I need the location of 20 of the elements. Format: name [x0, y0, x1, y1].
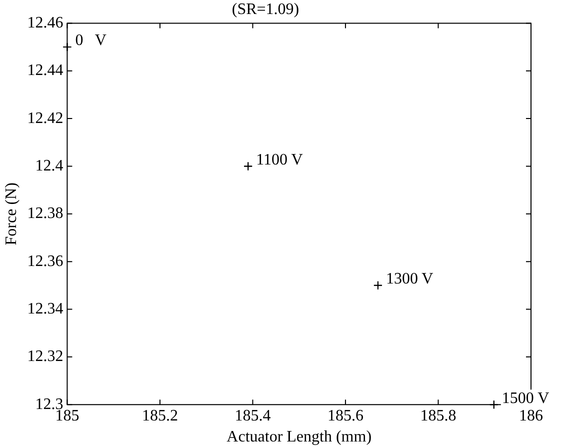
- y-tick-label: 12.32: [27, 348, 64, 366]
- x-tick-label: 185.2: [142, 407, 178, 424]
- x-tick-label: 185.6: [327, 407, 364, 424]
- x-axis-title: Actuator Length (mm): [226, 428, 372, 446]
- chart-title: (SR=1.09): [232, 0, 300, 18]
- x-tick-label: 186: [519, 407, 543, 424]
- y-tick-label: 12.36: [27, 252, 64, 270]
- annotation: 1300 V: [386, 270, 434, 288]
- y-tick-label: 12.4: [35, 157, 64, 174]
- annotation: 1100 V: [256, 151, 304, 168]
- x-tick-label: 185.8: [420, 407, 456, 424]
- annotation: 1500 V: [502, 390, 550, 407]
- y-tick-label: 12.42: [27, 110, 64, 127]
- y-tick-label: 12.44: [27, 62, 64, 80]
- y-axis-title: Force (N): [2, 182, 20, 246]
- y-tick-label: 12.38: [27, 205, 64, 222]
- y-tick-label: 12.34: [27, 300, 64, 318]
- x-tick-label: 185.4: [234, 407, 271, 424]
- annotation: 0 V: [75, 32, 107, 50]
- y-tick-label: 12.46: [27, 14, 64, 32]
